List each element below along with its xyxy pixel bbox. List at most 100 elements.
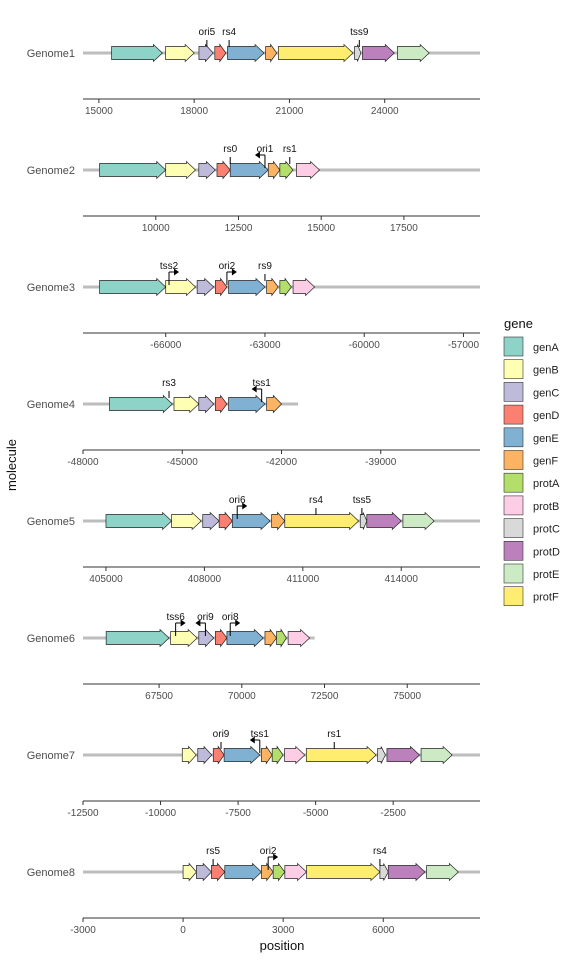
molecule-label: Genome6 <box>27 633 75 645</box>
gene-arrow-protB <box>284 862 308 882</box>
feature-label-ori5: ori5 <box>199 27 216 38</box>
gene-arrow-genD <box>214 628 228 648</box>
legend-title: gene <box>504 316 533 331</box>
legend-key-genE <box>503 427 524 448</box>
x-tick-label: -12500 <box>67 808 99 819</box>
gene-arrow-genB <box>171 511 202 531</box>
x-tick-label: 408000 <box>188 574 222 585</box>
molecule-label: Genome7 <box>27 750 75 762</box>
feature-label-rs5: rs5 <box>206 846 220 857</box>
feature-arrowhead <box>231 268 237 276</box>
legend-key-protE <box>503 563 524 584</box>
gene-arrow-genB <box>182 862 197 882</box>
feature-label-rs4: rs4 <box>373 846 387 857</box>
gene-arrow-genA <box>105 628 170 648</box>
feature-arrowhead <box>249 736 255 744</box>
gene-arrow-protB <box>296 160 321 180</box>
gene-arrow-genC <box>196 277 215 297</box>
x-tick-label: 405000 <box>89 574 123 585</box>
gene-arrow-genD <box>218 511 233 531</box>
x-tick-label: -10000 <box>145 808 177 819</box>
gene-arrow-protA <box>272 862 286 882</box>
x-tick-label: -57000 <box>448 340 480 351</box>
x-tick-label: 24000 <box>371 106 399 117</box>
legend: gene genA genB genC genD genE genF protA protB p… <box>503 316 560 607</box>
feature-label-ori2: ori2 <box>219 261 236 272</box>
legend-label-genD: genD <box>533 410 559 422</box>
gene-arrow-protB <box>292 277 316 297</box>
gene-arrow-genE <box>226 628 264 648</box>
legend-key-protF <box>503 586 524 607</box>
gene-arrow-protE <box>402 511 435 531</box>
panel-Genome8: Genome8 rs5 ori2 rs4 -3000 0 3000 6000 <box>27 846 480 936</box>
gene-arrow-protD <box>362 43 395 63</box>
gene-arrow-protF <box>305 745 377 765</box>
molecule-label: Genome3 <box>27 282 75 294</box>
gene-arrow-genF <box>266 394 282 414</box>
x-tick-label: 12500 <box>225 223 253 234</box>
molecule-label: Genome2 <box>27 165 75 177</box>
feature-label-tss1: tss1 <box>252 378 271 389</box>
gene-arrow-genA <box>99 277 167 297</box>
x-tick-label: 414000 <box>385 574 419 585</box>
gene-arrow-genE <box>224 862 262 882</box>
gene-arrow-protB <box>284 745 306 765</box>
feature-arrowhead <box>251 385 257 393</box>
legend-key-protB <box>503 495 524 516</box>
legend-label-protE: protE <box>533 569 559 581</box>
feature-arrowhead <box>180 619 186 627</box>
legend-key-protD <box>503 540 524 561</box>
x-tick-label: 15000 <box>307 223 335 234</box>
gene-arrow-genF <box>264 628 277 648</box>
feature-label-rs1: rs1 <box>327 729 341 740</box>
feature-label-rs4: rs4 <box>222 27 236 38</box>
gene-arrow-genE <box>228 277 266 297</box>
feature-label-rs3: rs3 <box>162 378 176 389</box>
x-tick-label: 3000 <box>272 925 295 936</box>
feature-label-rs4: rs4 <box>309 495 323 506</box>
feature-label-tss9: tss9 <box>350 27 369 38</box>
gene-arrow-protD <box>387 862 426 882</box>
gene-arrow-genC <box>198 394 215 414</box>
gene-arrow-protB <box>287 628 311 648</box>
gene-arrow-protA <box>279 160 294 180</box>
gene-arrow-genC <box>198 628 215 648</box>
x-tick-label: -3000 <box>70 925 96 936</box>
gene-arrow-genC <box>196 862 212 882</box>
x-tick-label: 6000 <box>372 925 395 936</box>
gene-arrow-genC <box>202 511 220 531</box>
gene-arrow-genF <box>261 862 274 882</box>
molecule-label: Genome8 <box>27 867 75 879</box>
x-tick-label: -2500 <box>380 808 406 819</box>
gene-arrow-protE <box>397 43 430 63</box>
x-tick-label: 67500 <box>145 691 173 702</box>
gene-arrow-genC <box>197 745 213 765</box>
gene-arrow-genF <box>271 511 286 531</box>
feature-arrowhead <box>273 853 279 861</box>
x-tick-label: -66000 <box>150 340 182 351</box>
feature-arrowhead <box>195 619 201 627</box>
gene-arrow-protC <box>379 863 389 881</box>
legend-label-protB: protB <box>533 501 559 513</box>
x-tick-label: -45000 <box>167 457 199 468</box>
gene-arrow-genE <box>223 745 261 765</box>
gene-arrow-genD <box>214 277 228 297</box>
x-tick-label: 21000 <box>276 106 304 117</box>
gene-arrow-protC <box>377 746 386 764</box>
legend-label-genA: genA <box>533 342 559 354</box>
feature-label-rs9: rs9 <box>258 261 272 272</box>
legend-label-protD: protD <box>533 546 560 558</box>
panel-Genome2: Genome2 rs0 ori1 rs1 10000 12500 15000 17500 <box>27 144 480 234</box>
legend-key-genD <box>503 404 524 425</box>
legend-label-genF: genF <box>533 456 558 468</box>
feature-label-tss6: tss6 <box>166 612 185 623</box>
feature-label-tss5: tss5 <box>353 495 372 506</box>
panel-Genome6: Genome6 tss6 ori9 ori8 67500 70000 72500 75000 <box>27 612 480 702</box>
gene-arrow-genE <box>231 511 271 531</box>
x-tick-label: -42000 <box>266 457 298 468</box>
gene-arrow-protF <box>284 511 360 531</box>
gene-arrow-protD <box>366 511 402 531</box>
panel-Genome3: Genome3 tss2 ori2 rs9 -66000 -63000 -60000 -570… <box>27 261 480 351</box>
gene-arrow-genE <box>228 394 266 414</box>
legend-key-genC <box>503 382 524 402</box>
